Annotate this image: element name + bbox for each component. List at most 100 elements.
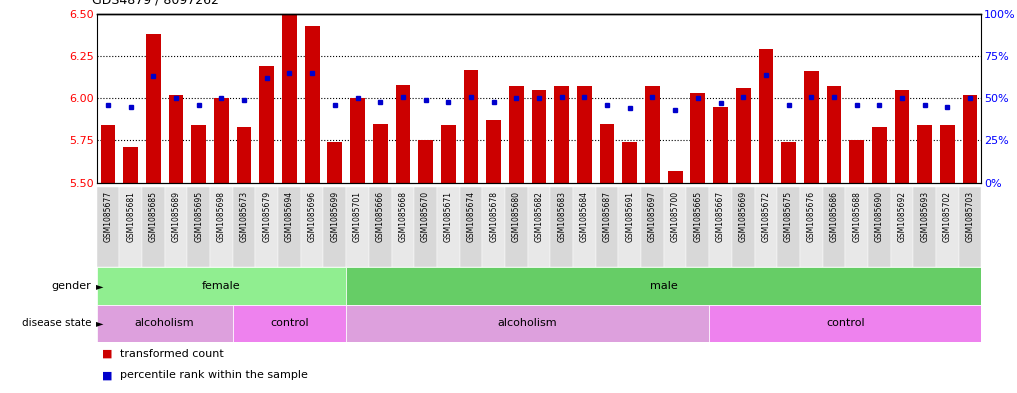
Text: control: control — [271, 318, 309, 328]
Bar — [346, 267, 981, 305]
Text: male: male — [650, 281, 677, 291]
Text: GSM1085683: GSM1085683 — [557, 191, 566, 242]
Text: GSM1085685: GSM1085685 — [148, 191, 158, 242]
Bar — [97, 267, 346, 305]
Text: GSM1085671: GSM1085671 — [443, 191, 453, 242]
Bar — [414, 187, 437, 267]
Bar — [872, 127, 887, 183]
Bar — [191, 125, 206, 183]
Bar — [777, 187, 800, 267]
Bar — [963, 95, 977, 183]
Text: GDS4879 / 8097262: GDS4879 / 8097262 — [93, 0, 219, 7]
Bar — [146, 34, 161, 183]
Text: GSM1085682: GSM1085682 — [535, 191, 543, 242]
Text: GSM1085669: GSM1085669 — [738, 191, 747, 242]
Text: percentile rank within the sample: percentile rank within the sample — [120, 370, 308, 380]
Bar — [301, 187, 323, 267]
Text: GSM1085679: GSM1085679 — [262, 191, 272, 242]
Bar — [282, 15, 297, 183]
Bar — [187, 187, 211, 267]
Text: GSM1085673: GSM1085673 — [240, 191, 248, 242]
Bar — [936, 187, 959, 267]
Bar — [917, 125, 932, 183]
Bar — [123, 147, 138, 183]
Bar — [233, 187, 255, 267]
Text: GSM1085692: GSM1085692 — [897, 191, 906, 242]
Text: GSM1085674: GSM1085674 — [467, 191, 476, 242]
Bar — [259, 66, 275, 183]
Bar — [233, 305, 346, 342]
Text: GSM1085693: GSM1085693 — [920, 191, 930, 242]
Bar — [169, 95, 183, 183]
Bar — [891, 187, 913, 267]
Text: GSM1085677: GSM1085677 — [104, 191, 113, 242]
Bar — [668, 171, 682, 183]
Bar — [418, 140, 433, 183]
Text: ►: ► — [96, 318, 103, 328]
Bar — [323, 187, 346, 267]
Text: GSM1085681: GSM1085681 — [126, 191, 135, 242]
Bar — [600, 123, 614, 183]
Text: GSM1085702: GSM1085702 — [943, 191, 952, 242]
Bar — [823, 187, 845, 267]
Bar — [709, 187, 732, 267]
Bar — [392, 187, 414, 267]
Text: GSM1085675: GSM1085675 — [784, 191, 793, 242]
Text: GSM1085678: GSM1085678 — [489, 191, 498, 242]
Bar — [554, 86, 570, 183]
Text: GSM1085686: GSM1085686 — [830, 191, 838, 242]
Text: control: control — [826, 318, 864, 328]
Text: GSM1085695: GSM1085695 — [194, 191, 203, 242]
Bar — [165, 187, 187, 267]
Bar — [255, 187, 278, 267]
Text: disease state: disease state — [22, 318, 92, 328]
Text: gender: gender — [52, 281, 92, 291]
Text: GSM1085696: GSM1085696 — [307, 191, 316, 242]
Bar — [577, 86, 592, 183]
Text: alcoholism: alcoholism — [498, 318, 557, 328]
Text: GSM1085688: GSM1085688 — [852, 191, 861, 242]
Bar — [645, 86, 660, 183]
Bar — [369, 187, 392, 267]
Bar — [532, 90, 546, 183]
Bar — [800, 187, 823, 267]
Text: GSM1085700: GSM1085700 — [670, 191, 679, 242]
Bar — [482, 187, 505, 267]
Bar — [622, 142, 637, 183]
Text: GSM1085694: GSM1085694 — [285, 191, 294, 242]
Text: GSM1085667: GSM1085667 — [716, 191, 725, 242]
Text: GSM1085684: GSM1085684 — [580, 191, 589, 242]
Bar — [596, 187, 618, 267]
Text: transformed count: transformed count — [120, 349, 224, 359]
Bar — [346, 187, 369, 267]
Bar — [895, 90, 909, 183]
Text: GSM1085668: GSM1085668 — [399, 191, 408, 242]
Bar — [437, 187, 460, 267]
Bar — [618, 187, 641, 267]
Bar — [278, 187, 301, 267]
Bar — [237, 127, 251, 183]
Text: alcoholism: alcoholism — [135, 318, 194, 328]
Text: GSM1085676: GSM1085676 — [806, 191, 816, 242]
Bar — [732, 187, 755, 267]
Bar — [573, 187, 596, 267]
Bar — [959, 187, 981, 267]
Text: GSM1085701: GSM1085701 — [353, 191, 362, 242]
Text: ►: ► — [96, 281, 103, 291]
Bar — [214, 98, 229, 183]
Bar — [713, 107, 728, 183]
Text: ■: ■ — [102, 370, 112, 380]
Bar — [97, 305, 233, 342]
Bar — [827, 86, 841, 183]
Bar — [736, 88, 751, 183]
Bar — [101, 125, 115, 183]
Text: GSM1085670: GSM1085670 — [421, 191, 430, 242]
Bar — [868, 187, 891, 267]
Bar — [550, 187, 573, 267]
Bar — [441, 125, 456, 183]
Text: GSM1085691: GSM1085691 — [625, 191, 635, 242]
Bar — [759, 49, 773, 183]
Text: GSM1085665: GSM1085665 — [694, 191, 703, 242]
Text: GSM1085687: GSM1085687 — [602, 191, 611, 242]
Bar — [528, 187, 550, 267]
